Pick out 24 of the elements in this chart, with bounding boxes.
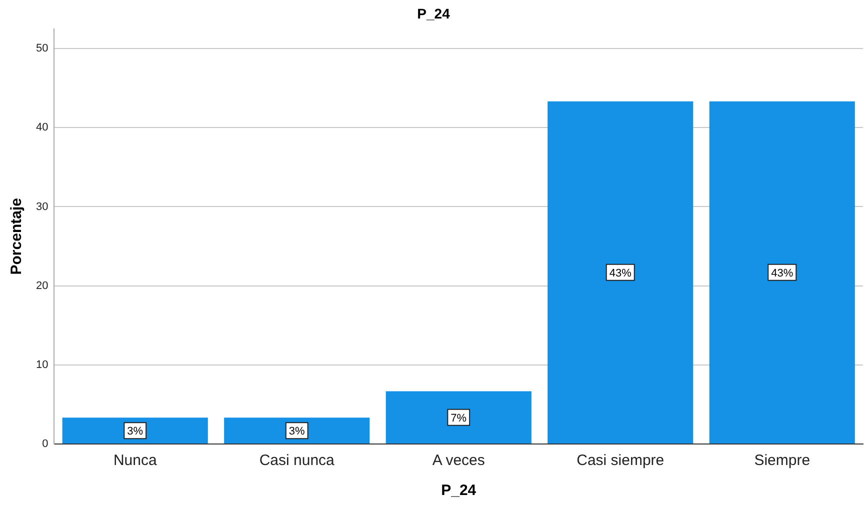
x-tick-label: Nunca <box>113 452 158 470</box>
y-axis-title: Porcentaje <box>8 198 26 275</box>
x-tick-label: Siempre <box>754 452 810 470</box>
y-tick-label: 20 <box>36 280 48 292</box>
y-tick-label: 50 <box>36 42 48 55</box>
bar <box>62 418 208 444</box>
y-tick-label: 30 <box>36 200 48 213</box>
bar <box>386 391 532 444</box>
bar <box>224 418 370 444</box>
x-tick-label: Casi siempre <box>576 452 664 470</box>
data-label: 43% <box>609 267 632 280</box>
y-tick-label: 0 <box>42 438 48 450</box>
data-label: 7% <box>450 412 467 424</box>
x-axis-title: P_24 <box>441 482 477 500</box>
data-label: 43% <box>771 267 794 280</box>
x-tick-label: A veces <box>432 452 485 470</box>
y-tick-label: 10 <box>36 358 48 371</box>
data-label: 3% <box>127 426 144 438</box>
data-label: 3% <box>288 426 306 438</box>
bar <box>709 101 855 444</box>
chart-title: P_24 <box>417 5 450 22</box>
x-tick-label: Casi nunca <box>259 452 336 470</box>
y-tick-label: 40 <box>36 122 48 134</box>
bar <box>548 101 694 444</box>
